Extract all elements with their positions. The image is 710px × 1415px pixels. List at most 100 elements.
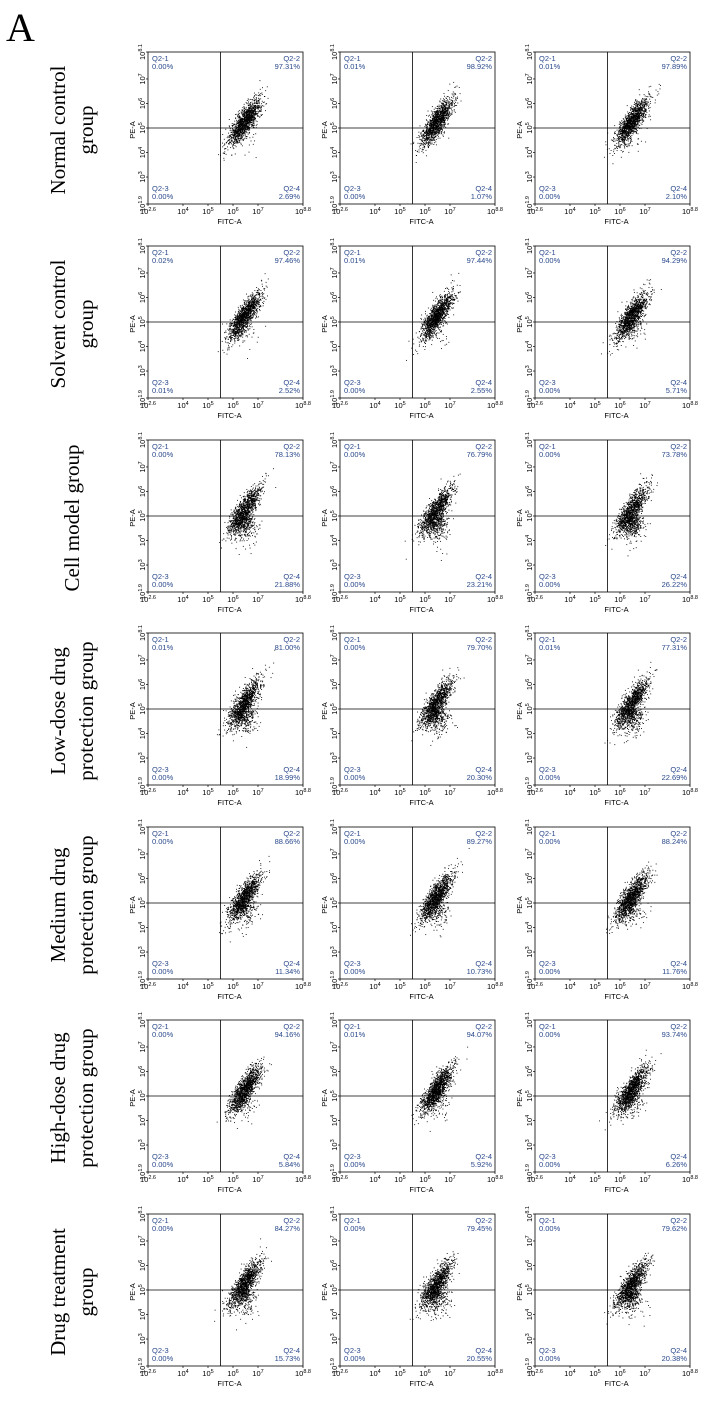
data-point <box>437 133 439 135</box>
data-point <box>239 122 241 124</box>
data-point <box>619 133 621 135</box>
data-point <box>640 117 642 119</box>
data-point <box>229 130 231 132</box>
data-point <box>250 110 252 112</box>
data-point <box>247 129 249 131</box>
data-point <box>236 113 238 115</box>
data-point <box>251 336 253 338</box>
data-point <box>439 109 440 111</box>
data-point <box>435 120 436 122</box>
data-point <box>633 114 635 116</box>
data-point <box>418 151 420 153</box>
data-point <box>647 102 649 103</box>
data-point <box>448 104 450 106</box>
data-point <box>436 126 438 128</box>
data-point <box>256 94 258 96</box>
data-point <box>418 134 420 136</box>
data-point <box>623 124 625 126</box>
data-point <box>434 124 436 125</box>
data-point <box>618 139 620 141</box>
data-point <box>433 131 435 133</box>
data-point <box>644 115 646 117</box>
data-point <box>422 149 424 151</box>
data-point <box>222 146 224 148</box>
data-point <box>427 128 429 130</box>
data-point <box>432 131 434 133</box>
data-point <box>254 102 256 104</box>
data-point <box>442 125 444 127</box>
data-point <box>639 118 640 119</box>
data-point <box>446 99 448 101</box>
data-point <box>234 135 236 137</box>
data-point <box>250 112 252 114</box>
data-point <box>234 338 236 340</box>
y-tick-label: 106 <box>330 98 339 109</box>
data-point <box>241 130 243 132</box>
data-point <box>445 114 447 116</box>
data-point <box>433 108 435 110</box>
data-point <box>244 119 246 121</box>
data-point <box>246 138 248 140</box>
data-point <box>247 117 249 119</box>
data-point <box>243 109 245 111</box>
data-point <box>638 114 639 116</box>
data-point <box>244 300 246 302</box>
data-point <box>436 119 438 121</box>
data-point <box>240 138 242 139</box>
data-point <box>246 126 248 128</box>
data-point <box>244 108 246 110</box>
data-point <box>430 130 431 132</box>
data-point <box>242 119 243 120</box>
data-point <box>612 139 614 141</box>
data-point <box>230 333 232 335</box>
data-point <box>425 137 427 139</box>
data-point <box>622 132 624 134</box>
data-point <box>623 126 625 128</box>
data-point <box>427 143 429 145</box>
data-point <box>256 101 258 103</box>
data-point <box>430 124 432 126</box>
data-point <box>241 121 243 123</box>
data-point <box>622 122 624 123</box>
data-point <box>637 109 639 111</box>
data-point <box>635 125 637 127</box>
data-point <box>624 126 626 128</box>
data-point <box>645 110 647 112</box>
data-point <box>238 129 240 131</box>
data-point <box>244 304 246 306</box>
data-point <box>253 113 255 115</box>
data-point <box>233 131 235 133</box>
data-point <box>635 130 637 132</box>
data-point <box>224 337 226 339</box>
data-point <box>632 108 633 110</box>
data-point <box>431 137 433 138</box>
data-point <box>440 116 441 118</box>
data-point <box>246 123 248 125</box>
data-point <box>643 103 645 105</box>
data-point <box>264 289 265 291</box>
data-point <box>259 104 261 106</box>
data-point <box>254 109 256 111</box>
data-point <box>431 125 433 126</box>
data-point <box>621 120 623 122</box>
data-point <box>239 138 241 140</box>
data-point <box>627 126 629 128</box>
data-point <box>238 132 240 134</box>
data-point <box>250 294 252 296</box>
data-point <box>256 111 258 113</box>
data-point <box>243 331 245 333</box>
data-point <box>251 317 253 319</box>
data-point <box>427 123 428 125</box>
data-point <box>630 133 632 134</box>
data-point <box>633 115 635 117</box>
x-tick-label: 102.6 <box>140 207 156 216</box>
data-point <box>626 146 628 147</box>
data-point <box>247 117 249 118</box>
data-point <box>224 151 226 153</box>
data-point <box>429 125 431 127</box>
data-point <box>636 118 638 120</box>
data-point <box>434 120 436 122</box>
data-point <box>255 94 257 96</box>
data-point <box>618 134 620 136</box>
data-point <box>243 110 245 112</box>
